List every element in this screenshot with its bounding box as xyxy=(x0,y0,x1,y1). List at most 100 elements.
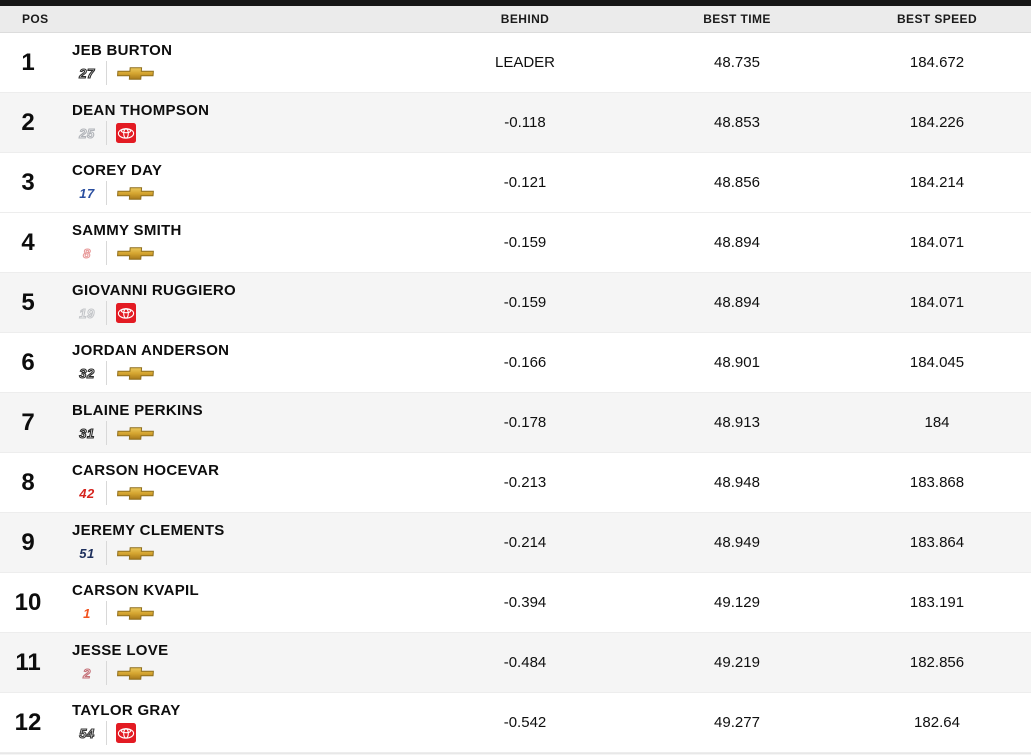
behind-value: -0.166 xyxy=(503,354,547,371)
badge-divider xyxy=(106,241,107,265)
table-row[interactable]: 11 JESSE LOVE 2 xyxy=(0,633,1031,693)
position-cell: 2 xyxy=(0,109,64,137)
behind-value: -0.159 xyxy=(503,234,547,251)
table-row[interactable]: 7 BLAINE PERKINS 31 xyxy=(0,393,1031,453)
best-time-value: 48.949 xyxy=(714,534,760,551)
chevrolet-logo xyxy=(116,426,154,441)
position-cell: 12 xyxy=(0,709,64,737)
chevrolet-logo xyxy=(116,546,154,561)
driver-name: DEAN THOMPSON xyxy=(72,102,210,119)
table-row[interactable]: 12 TAYLOR GRAY 54 xyxy=(0,693,1031,753)
best-time-value: 49.219 xyxy=(714,654,760,671)
driver-name: TAYLOR GRAY xyxy=(72,702,181,719)
best-time-value: 49.129 xyxy=(714,594,760,611)
driver-cell: GIOVANNI RUGGIERO 19 xyxy=(64,273,419,332)
driver-name: CARSON HOCEVAR xyxy=(72,462,220,479)
position-cell: 8 xyxy=(0,469,64,497)
driver-badges: 54 xyxy=(72,721,419,745)
table-row[interactable]: 6 JORDAN ANDERSON 32 xyxy=(0,333,1031,393)
table-row[interactable]: 2 DEAN THOMPSON 25 xyxy=(0,93,1031,153)
badge-divider xyxy=(106,421,107,445)
behind-value: LEADER xyxy=(494,54,556,71)
table-row[interactable]: 5 GIOVANNI RUGGIERO 19 xyxy=(0,273,1031,333)
car-number: 25 xyxy=(79,125,95,141)
driver-name: JEB BURTON xyxy=(72,42,173,59)
column-header-best-speed: BEST SPEED xyxy=(896,12,978,26)
driver-badges: 8 xyxy=(72,241,419,265)
best-time-value: 49.277 xyxy=(714,714,760,731)
timing-table-body: 1 JEB BURTON 27 xyxy=(0,33,1031,753)
car-number: 27 xyxy=(79,65,95,81)
badge-divider xyxy=(106,121,107,145)
table-row[interactable]: 9 JEREMY CLEMENTS 51 xyxy=(0,513,1031,573)
driver-badges: 51 xyxy=(72,541,419,565)
car-number: 19 xyxy=(79,305,95,321)
best-time-value: 48.735 xyxy=(714,54,760,71)
position-number: 8 xyxy=(21,468,35,496)
table-row[interactable]: 3 COREY DAY 17 xyxy=(0,153,1031,213)
behind-value: -0.214 xyxy=(503,534,547,551)
behind-value: -0.178 xyxy=(503,414,547,431)
chevrolet-logo xyxy=(116,606,154,621)
next-row-peek xyxy=(0,753,1031,755)
position-cell: 1 xyxy=(0,49,64,77)
best-speed-value: 184.045 xyxy=(909,354,965,371)
driver-cell: DEAN THOMPSON 25 xyxy=(64,93,419,152)
position-number: 12 xyxy=(14,708,42,736)
badge-divider xyxy=(106,481,107,505)
table-row[interactable]: 4 SAMMY SMITH 8 xyxy=(0,213,1031,273)
position-number: 2 xyxy=(21,108,35,136)
behind-value: -0.484 xyxy=(503,654,547,671)
best-time-value: 48.853 xyxy=(714,114,760,131)
driver-badges: 32 xyxy=(72,361,419,385)
badge-divider xyxy=(106,541,107,565)
top-accent-bar xyxy=(0,0,1031,6)
position-cell: 4 xyxy=(0,229,64,257)
position-number: 3 xyxy=(21,168,35,196)
driver-badges: 19 xyxy=(72,301,419,325)
best-speed-value: 183.868 xyxy=(909,474,965,491)
table-row[interactable]: 8 CARSON HOCEVAR 42 xyxy=(0,453,1031,513)
best-speed-value: 183.191 xyxy=(909,594,965,611)
driver-badges: 2 xyxy=(72,661,419,685)
position-number: 11 xyxy=(15,648,41,676)
badge-divider xyxy=(106,361,107,385)
position-number: 10 xyxy=(14,588,42,616)
badge-divider xyxy=(106,61,107,85)
car-number: 51 xyxy=(79,545,95,561)
toyota-logo xyxy=(116,723,136,743)
position-number: 7 xyxy=(21,408,35,436)
driver-name: COREY DAY xyxy=(72,162,163,179)
car-number: 17 xyxy=(79,185,95,201)
column-header-behind: BEHIND xyxy=(500,12,550,26)
driver-cell: CARSON HOCEVAR 42 xyxy=(64,453,419,512)
driver-name: JORDAN ANDERSON xyxy=(72,342,230,359)
car-number: 2 xyxy=(83,665,91,681)
best-speed-value: 184 xyxy=(924,414,950,431)
table-row[interactable]: 10 CARSON KVAPIL 1 xyxy=(0,573,1031,633)
driver-cell: COREY DAY 17 xyxy=(64,153,419,212)
best-time-value: 48.901 xyxy=(714,354,760,371)
best-speed-value: 184.071 xyxy=(909,294,965,311)
position-cell: 11 xyxy=(0,649,64,677)
driver-name: BLAINE PERKINS xyxy=(72,402,203,419)
best-time-value: 48.894 xyxy=(714,294,760,311)
behind-value: -0.542 xyxy=(503,714,547,731)
driver-cell: CARSON KVAPIL 1 xyxy=(64,573,419,632)
driver-cell: SAMMY SMITH 8 xyxy=(64,213,419,272)
car-number: 31 xyxy=(79,425,95,441)
car-number: 42 xyxy=(79,485,95,501)
best-time-value: 48.948 xyxy=(714,474,760,491)
badge-divider xyxy=(106,661,107,685)
position-cell: 5 xyxy=(0,289,64,317)
badge-divider xyxy=(106,181,107,205)
driver-badges: 17 xyxy=(72,181,419,205)
driver-cell: BLAINE PERKINS 31 xyxy=(64,393,419,452)
column-header-best-time: BEST TIME xyxy=(703,12,771,26)
table-row[interactable]: 1 JEB BURTON 27 xyxy=(0,33,1031,93)
table-header-row: POS BEHIND BEST TIME BEST SPEED xyxy=(0,6,1031,33)
car-number: 8 xyxy=(83,245,91,261)
behind-value: -0.121 xyxy=(503,174,547,191)
driver-cell: JEB BURTON 27 xyxy=(64,33,419,92)
column-header-pos: POS xyxy=(22,12,49,26)
